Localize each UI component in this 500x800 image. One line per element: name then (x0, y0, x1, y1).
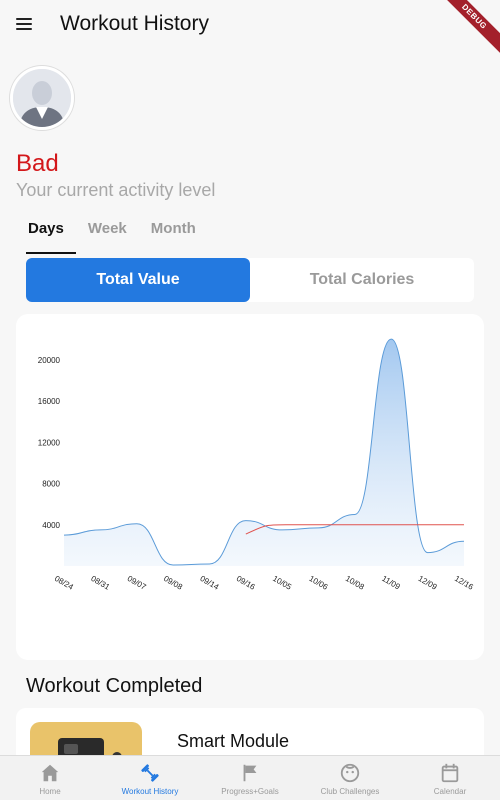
person-icon (13, 69, 71, 127)
y-tick-label: 20000 (38, 356, 61, 365)
x-tick-label: 08/31 (89, 574, 111, 592)
x-tick-label: 09/16 (235, 574, 257, 592)
tab-days[interactable]: Days (16, 216, 76, 254)
chart-card: 4000 8000 12000 16000 20000 08/24 08/31 09/07 09… (16, 314, 484, 660)
nav-calendar[interactable]: Calendar (400, 756, 500, 800)
face-icon (340, 763, 360, 783)
activity-level-caption: Your current activity level (16, 180, 216, 200)
nav-label: Club Challenges (320, 787, 380, 796)
section-title: Workout Completed (26, 675, 203, 697)
tab-month[interactable]: Month (150, 220, 196, 237)
x-tick-label: 12/16 (453, 574, 475, 592)
period-tabs: Days Week Month (16, 216, 208, 254)
x-tick-label: 10/06 (308, 574, 330, 592)
nav-label: Calendar (433, 787, 467, 796)
calendar-icon (441, 763, 459, 783)
x-tick-label: 09/07 (126, 574, 148, 592)
nav-label: Home (39, 787, 61, 796)
x-tick-label: 11/09 (380, 574, 402, 592)
x-tick-label: 10/08 (344, 574, 366, 592)
flag-icon (243, 764, 257, 782)
avatar[interactable] (10, 66, 74, 130)
nav-workout-history[interactable]: Workout History (100, 756, 200, 800)
workout-chart: 4000 8000 12000 16000 20000 08/24 08/31 09/07 09… (38, 338, 475, 592)
x-tick-label: 09/14 (198, 574, 220, 592)
x-tick-label: 12/09 (417, 574, 439, 592)
y-tick-label: 8000 (42, 480, 60, 489)
nav-progress-goals[interactable]: Progress+Goals (200, 756, 300, 800)
x-tick-label: 09/08 (162, 574, 184, 592)
y-tick-label: 12000 (38, 438, 61, 447)
reference-line (245, 524, 464, 535)
workout-name: Smart Module (177, 731, 290, 751)
nav-label: Progress+Goals (221, 787, 279, 796)
menu-icon[interactable] (12, 12, 36, 36)
series-area (64, 339, 464, 566)
page-title: Workout History (60, 12, 209, 35)
x-tick-label: 08/24 (53, 574, 75, 592)
activity-level: Bad (16, 150, 59, 177)
bottom-nav: Home Workout History Progress+Goals (0, 755, 500, 800)
nav-club-challenges[interactable]: Club Challenges (300, 756, 400, 800)
nav-home[interactable]: Home (0, 756, 100, 800)
series-line (63, 338, 465, 566)
nav-label: Workout History (121, 787, 179, 796)
tab-week[interactable]: Week (87, 220, 127, 237)
y-tick-label: 16000 (38, 397, 61, 406)
metric-toggle: Total Value Total Calories (26, 258, 474, 302)
dumbbell-icon (141, 764, 159, 782)
x-tick-label: 10/05 (271, 574, 293, 592)
home-icon (41, 764, 59, 782)
total-value-button[interactable]: Total Value (26, 258, 250, 302)
app-bar: Workout History (0, 0, 500, 48)
y-tick-label: 4000 (42, 521, 60, 530)
total-calories-button[interactable]: Total Calories (309, 271, 415, 288)
